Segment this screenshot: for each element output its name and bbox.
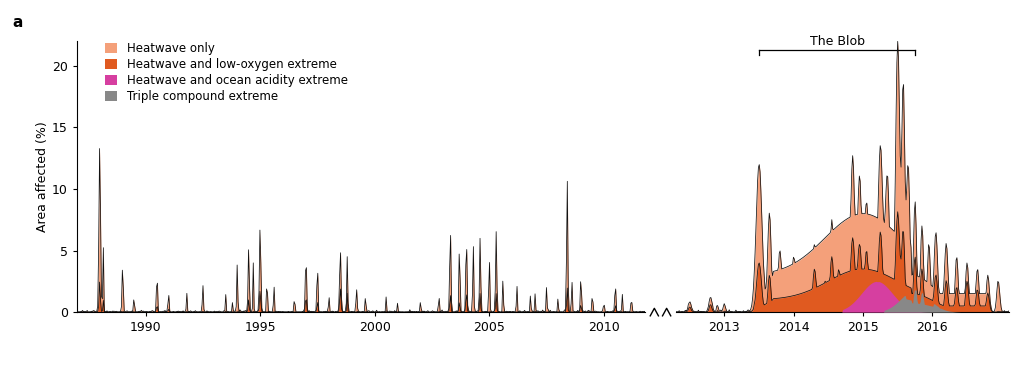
Legend: Heatwave only, Heatwave and low-oxygen extreme, Heatwave and ocean acidity extre: Heatwave only, Heatwave and low-oxygen e… xyxy=(105,42,348,103)
Y-axis label: Area affected (%): Area affected (%) xyxy=(36,121,49,232)
Text: a: a xyxy=(12,15,23,30)
Text: The Blob: The Blob xyxy=(810,35,864,48)
